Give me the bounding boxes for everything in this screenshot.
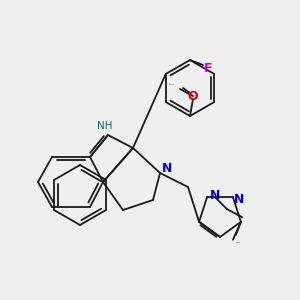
Text: O: O	[188, 89, 198, 103]
Text: N: N	[210, 189, 220, 202]
Text: NH: NH	[97, 121, 113, 131]
Text: N: N	[162, 163, 172, 176]
Text: methyl: methyl	[236, 242, 241, 243]
Text: methoxy: methoxy	[169, 84, 175, 85]
Text: N: N	[234, 193, 244, 206]
Text: F: F	[204, 61, 212, 74]
